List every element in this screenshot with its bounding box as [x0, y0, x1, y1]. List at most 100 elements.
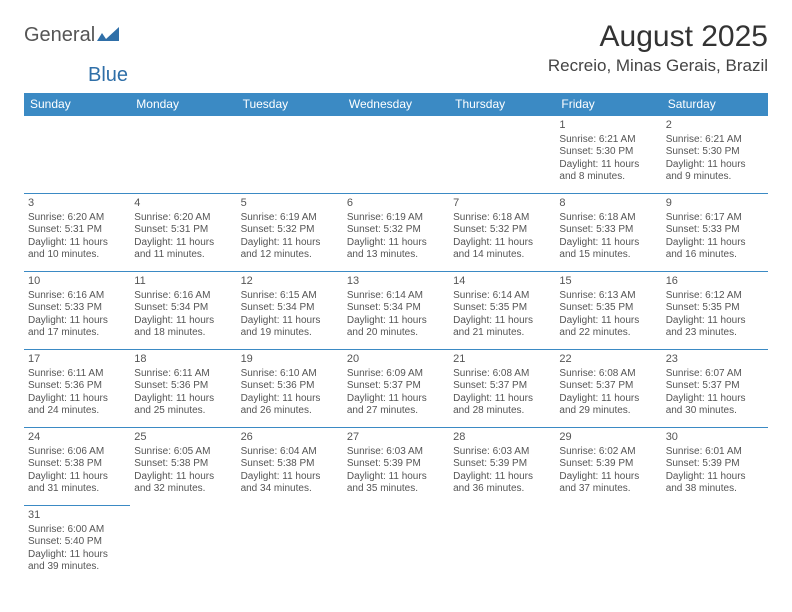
calendar-cell [130, 116, 236, 194]
daylight-text: and 12 minutes. [241, 249, 339, 262]
daylight-text: Daylight: 11 hours [28, 315, 126, 328]
daylight-text: Daylight: 11 hours [666, 393, 764, 406]
day-number: 22 [559, 353, 657, 367]
calendar-cell: 7Sunrise: 6:18 AMSunset: 5:32 PMDaylight… [449, 194, 555, 272]
sunset-text: Sunset: 5:30 PM [559, 146, 657, 159]
sunset-text: Sunset: 5:38 PM [241, 458, 339, 471]
daylight-text: and 24 minutes. [28, 405, 126, 418]
daylight-text: Daylight: 11 hours [28, 393, 126, 406]
weekday-header: Sunday [24, 93, 130, 116]
day-number: 2 [666, 119, 764, 133]
sunset-text: Sunset: 5:37 PM [559, 380, 657, 393]
weekday-header: Monday [130, 93, 236, 116]
sunset-text: Sunset: 5:39 PM [559, 458, 657, 471]
flag-icon [97, 27, 119, 43]
sunrise-text: Sunrise: 6:08 AM [559, 368, 657, 381]
calendar-cell: 23Sunrise: 6:07 AMSunset: 5:37 PMDayligh… [662, 350, 768, 428]
sunrise-text: Sunrise: 6:11 AM [134, 368, 232, 381]
day-number: 26 [241, 431, 339, 445]
logo-text-2: Blue [88, 64, 128, 86]
sunrise-text: Sunrise: 6:00 AM [28, 524, 126, 537]
sunset-text: Sunset: 5:32 PM [241, 224, 339, 237]
daylight-text: and 39 minutes. [28, 561, 126, 574]
weekday-header: Tuesday [237, 93, 343, 116]
daylight-text: Daylight: 11 hours [28, 237, 126, 250]
weekday-header: Thursday [449, 93, 555, 116]
calendar-cell: 24Sunrise: 6:06 AMSunset: 5:38 PMDayligh… [24, 428, 130, 506]
daylight-text: Daylight: 11 hours [559, 237, 657, 250]
sunrise-text: Sunrise: 6:19 AM [241, 212, 339, 225]
month-title: August 2025 [548, 20, 768, 54]
daylight-text: Daylight: 11 hours [28, 471, 126, 484]
sunrise-text: Sunrise: 6:06 AM [28, 446, 126, 459]
day-number: 16 [666, 275, 764, 289]
calendar-cell [555, 506, 661, 584]
day-number: 14 [453, 275, 551, 289]
calendar-row: 1Sunrise: 6:21 AMSunset: 5:30 PMDaylight… [24, 116, 768, 194]
calendar-cell: 25Sunrise: 6:05 AMSunset: 5:38 PMDayligh… [130, 428, 236, 506]
day-number: 10 [28, 275, 126, 289]
sunset-text: Sunset: 5:37 PM [453, 380, 551, 393]
day-number: 30 [666, 431, 764, 445]
calendar-cell: 5Sunrise: 6:19 AMSunset: 5:32 PMDaylight… [237, 194, 343, 272]
sunset-text: Sunset: 5:34 PM [347, 302, 445, 315]
sunset-text: Sunset: 5:36 PM [241, 380, 339, 393]
daylight-text: and 21 minutes. [453, 327, 551, 340]
sunset-text: Sunset: 5:35 PM [666, 302, 764, 315]
logo-text-2-wrap: Blue [24, 64, 768, 87]
day-number: 4 [134, 197, 232, 211]
calendar-cell: 19Sunrise: 6:10 AMSunset: 5:36 PMDayligh… [237, 350, 343, 428]
weekday-header: Friday [555, 93, 661, 116]
sunrise-text: Sunrise: 6:03 AM [453, 446, 551, 459]
daylight-text: Daylight: 11 hours [559, 393, 657, 406]
daylight-text: Daylight: 11 hours [666, 159, 764, 172]
daylight-text: Daylight: 11 hours [347, 315, 445, 328]
calendar-cell: 26Sunrise: 6:04 AMSunset: 5:38 PMDayligh… [237, 428, 343, 506]
sunset-text: Sunset: 5:40 PM [28, 536, 126, 549]
daylight-text: Daylight: 11 hours [241, 471, 339, 484]
sunset-text: Sunset: 5:39 PM [666, 458, 764, 471]
sunset-text: Sunset: 5:37 PM [666, 380, 764, 393]
calendar-cell: 16Sunrise: 6:12 AMSunset: 5:35 PMDayligh… [662, 272, 768, 350]
calendar-cell [130, 506, 236, 584]
calendar-cell: 17Sunrise: 6:11 AMSunset: 5:36 PMDayligh… [24, 350, 130, 428]
sunset-text: Sunset: 5:32 PM [347, 224, 445, 237]
daylight-text: Daylight: 11 hours [347, 471, 445, 484]
daylight-text: Daylight: 11 hours [28, 549, 126, 562]
weekday-header: Wednesday [343, 93, 449, 116]
sunrise-text: Sunrise: 6:15 AM [241, 290, 339, 303]
daylight-text: and 16 minutes. [666, 249, 764, 262]
calendar-cell: 3Sunrise: 6:20 AMSunset: 5:31 PMDaylight… [24, 194, 130, 272]
daylight-text: and 8 minutes. [559, 171, 657, 184]
day-number: 28 [453, 431, 551, 445]
day-number: 5 [241, 197, 339, 211]
sunset-text: Sunset: 5:39 PM [453, 458, 551, 471]
daylight-text: and 17 minutes. [28, 327, 126, 340]
calendar-cell: 4Sunrise: 6:20 AMSunset: 5:31 PMDaylight… [130, 194, 236, 272]
daylight-text: and 22 minutes. [559, 327, 657, 340]
sunrise-text: Sunrise: 6:01 AM [666, 446, 764, 459]
daylight-text: and 23 minutes. [666, 327, 764, 340]
calendar-cell: 20Sunrise: 6:09 AMSunset: 5:37 PMDayligh… [343, 350, 449, 428]
day-number: 19 [241, 353, 339, 367]
daylight-text: and 13 minutes. [347, 249, 445, 262]
sunset-text: Sunset: 5:38 PM [28, 458, 126, 471]
calendar-cell: 22Sunrise: 6:08 AMSunset: 5:37 PMDayligh… [555, 350, 661, 428]
daylight-text: and 38 minutes. [666, 483, 764, 496]
calendar-cell: 18Sunrise: 6:11 AMSunset: 5:36 PMDayligh… [130, 350, 236, 428]
day-number: 3 [28, 197, 126, 211]
calendar-cell: 21Sunrise: 6:08 AMSunset: 5:37 PMDayligh… [449, 350, 555, 428]
daylight-text: and 20 minutes. [347, 327, 445, 340]
sunrise-text: Sunrise: 6:12 AM [666, 290, 764, 303]
day-number: 17 [28, 353, 126, 367]
day-number: 24 [28, 431, 126, 445]
daylight-text: Daylight: 11 hours [241, 393, 339, 406]
calendar-cell: 9Sunrise: 6:17 AMSunset: 5:33 PMDaylight… [662, 194, 768, 272]
calendar-cell: 2Sunrise: 6:21 AMSunset: 5:30 PMDaylight… [662, 116, 768, 194]
weekday-header: Saturday [662, 93, 768, 116]
calendar-cell: 1Sunrise: 6:21 AMSunset: 5:30 PMDaylight… [555, 116, 661, 194]
sunset-text: Sunset: 5:33 PM [28, 302, 126, 315]
sunrise-text: Sunrise: 6:13 AM [559, 290, 657, 303]
calendar-cell: 6Sunrise: 6:19 AMSunset: 5:32 PMDaylight… [343, 194, 449, 272]
calendar-cell [237, 506, 343, 584]
